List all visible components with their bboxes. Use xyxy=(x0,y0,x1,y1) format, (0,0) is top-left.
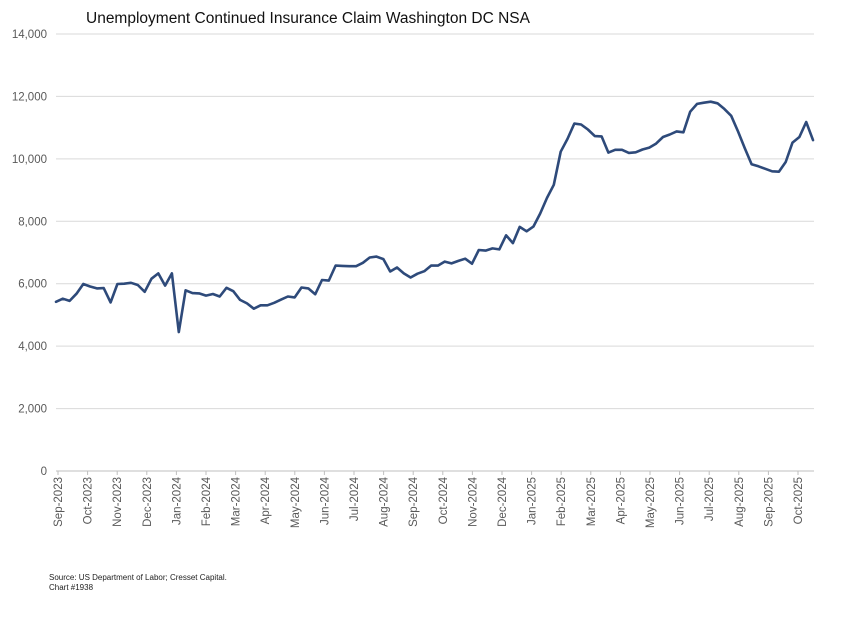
x-tick-label: Mar-2024 xyxy=(231,476,243,526)
y-tick-label: 8,000 xyxy=(18,216,47,228)
y-tick-label: 14,000 xyxy=(12,29,47,41)
x-tick-label: Nov-2023 xyxy=(112,477,124,527)
x-tick-label: Apr-2025 xyxy=(615,477,627,524)
x-tick-label: Jun-2025 xyxy=(675,477,687,525)
x-tick-label: Oct-2023 xyxy=(83,477,95,524)
x-tick-label: Sep-2024 xyxy=(408,476,420,526)
y-axis-tick-labels: 0 2,000 4,000 6,000 8,000 10,000 12,000 14,000 xyxy=(12,29,47,478)
x-tick-label: May-2024 xyxy=(290,476,302,528)
x-tick-label: Apr-2024 xyxy=(260,476,272,524)
x-tick-label: May-2025 xyxy=(645,477,657,528)
x-tick-label: Feb-2024 xyxy=(201,476,213,526)
x-tick-label: Mar-2025 xyxy=(586,477,598,526)
y-tick-label: 10,000 xyxy=(12,154,47,166)
y-tick-label: 0 xyxy=(41,466,47,478)
x-tick-label: Nov-2024 xyxy=(467,476,479,526)
gridlines xyxy=(56,33,814,410)
x-tick-label: Jul-2025 xyxy=(704,477,716,521)
x-tick-label: Dec-2023 xyxy=(142,477,154,527)
series-line xyxy=(54,100,815,334)
x-tick-label: Oct-2025 xyxy=(793,477,805,524)
x-tick-label: Sep-2023 xyxy=(53,477,65,527)
x-tick-label: Jan-2024 xyxy=(171,476,183,525)
x-tick-label: Dec-2024 xyxy=(497,476,509,526)
x-tick-label: Oct-2024 xyxy=(438,476,450,524)
x-tick-label: Aug-2025 xyxy=(734,477,746,527)
y-tick-label: 12,000 xyxy=(12,91,47,103)
x-tick-label: Sep-2025 xyxy=(763,477,775,527)
x-tick-label: Jan-2025 xyxy=(527,477,539,525)
x-tick-label: Aug-2024 xyxy=(379,476,391,526)
source-note: Source: US Department of Labor; Cresset … xyxy=(49,573,227,582)
x-axis xyxy=(56,470,814,475)
y-tick-label: 2,000 xyxy=(18,404,47,416)
x-tick-label: Jun-2024 xyxy=(319,476,331,525)
x-tick-label: Jul-2024 xyxy=(349,476,361,521)
x-tick-label: Feb-2025 xyxy=(556,477,568,526)
y-tick-label: 4,000 xyxy=(18,341,47,353)
chart-title: Unemployment Continued Insurance Claim W… xyxy=(86,10,530,27)
y-tick-label: 6,000 xyxy=(18,279,47,291)
x-axis-tick-labels: Sep-2023 Oct-2023 Nov-2023 Dec-2023 Jan-2024… xyxy=(53,476,805,528)
chart-number: Chart #1938 xyxy=(49,583,94,592)
